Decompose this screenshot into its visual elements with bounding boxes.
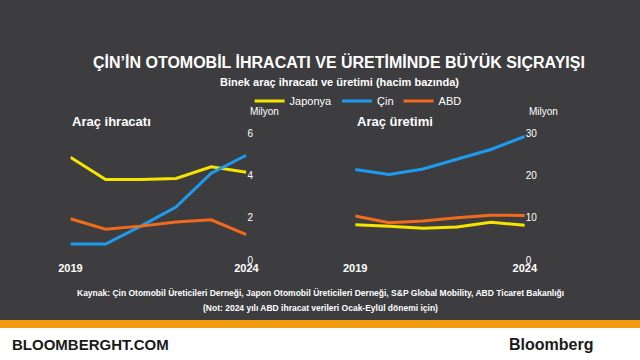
svg-text:Binek araç ihracatı ve üretimi: Binek araç ihracatı ve üretimi (hacim ba… [220,76,459,88]
svg-text:Kaynak: Çin Otomobil Üreticile: Kaynak: Çin Otomobil Üreticileri Derneği… [77,288,564,298]
svg-text:ABD: ABD [439,95,462,107]
svg-text:(Not: 2024 yılı ABD ihracat ve: (Not: 2024 yılı ABD ihracat verileri Oca… [203,303,438,313]
svg-text:Araç üretimi: Araç üretimi [357,114,433,129]
svg-text:20: 20 [526,170,538,181]
svg-text:ÇİN’İN OTOMOBİL İHRACATI VE ÜR: ÇİN’İN OTOMOBİL İHRACATI VE ÜRETİMİNDE B… [93,53,585,71]
svg-text:10: 10 [526,212,538,223]
svg-text:2024: 2024 [234,262,259,274]
svg-text:2: 2 [247,212,253,223]
svg-text:6: 6 [247,128,253,139]
svg-text:Milyon: Milyon [529,106,558,117]
svg-text:Bloomberg: Bloomberg [509,336,593,353]
svg-text:2019: 2019 [343,262,367,274]
svg-text:0: 0 [247,255,253,266]
svg-text:Çin: Çin [377,95,394,107]
svg-text:Araç ihracatı: Araç ihracatı [72,114,151,129]
svg-text:Milyon: Milyon [250,106,279,117]
svg-text:4: 4 [247,170,253,181]
svg-text:Japonya: Japonya [290,95,332,107]
svg-text:2019: 2019 [58,262,82,274]
svg-text:BLOOMBERGHT.COM: BLOOMBERGHT.COM [12,336,169,353]
svg-text:30: 30 [526,128,538,139]
svg-text:0: 0 [526,255,532,266]
svg-text:2024: 2024 [513,262,538,274]
